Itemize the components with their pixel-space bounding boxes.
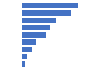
Bar [22,10,71,16]
Bar [22,47,32,52]
Bar [22,18,56,23]
Bar [22,61,25,67]
Bar [22,54,27,59]
Bar [22,39,36,45]
Bar [22,25,50,30]
Bar [22,32,46,37]
Bar [22,3,78,8]
